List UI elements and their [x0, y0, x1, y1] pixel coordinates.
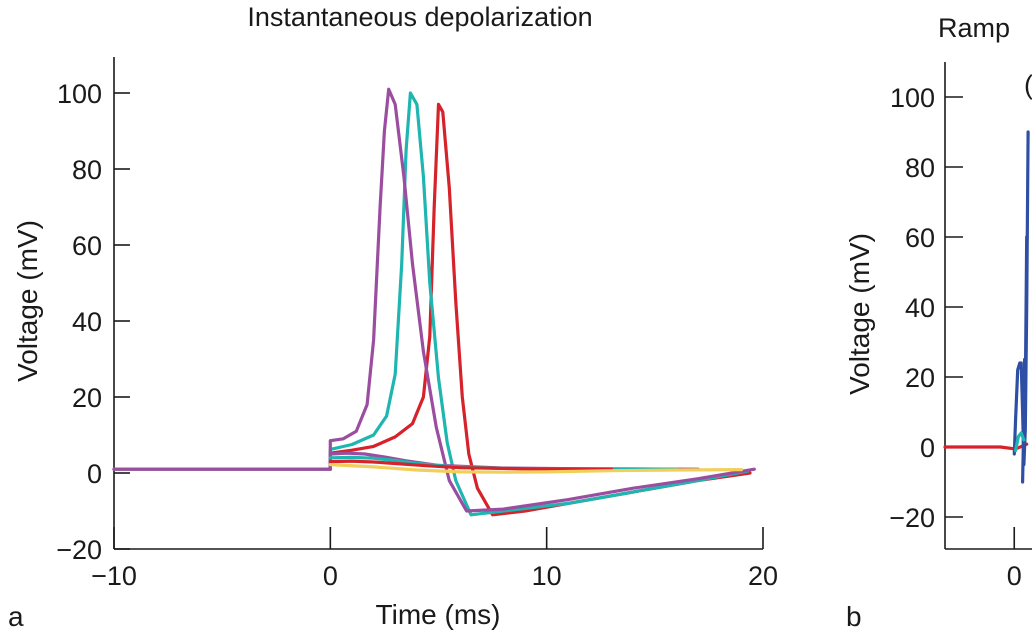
panel-b-series-line-3 [1021, 235, 1029, 484]
panel-a-series-line-6 [328, 459, 614, 471]
panel-b-y-tick-label: −20 [889, 503, 935, 533]
panel-a-y-tick-label: 100 [57, 79, 102, 109]
panel-a-y-tick-label: 40 [72, 307, 102, 337]
panel-a-x-tick-label: 0 [323, 561, 338, 591]
panel-a-series-line-7 [328, 463, 743, 474]
panel-a-y-tick-label: 80 [72, 155, 102, 185]
panel-a-x-tick-label: 20 [748, 561, 778, 591]
panel-a-y-axis-label: Voltage (mV) [12, 220, 43, 382]
panel-a-x-axis-label: Time (ms) [376, 599, 501, 630]
panel-b-y-tick-label: 100 [890, 83, 935, 113]
panel-b-plot: −20 0 20 40 60 80 100 0 [889, 62, 1032, 591]
panel-a-y-tick-label: 60 [72, 231, 102, 261]
panel-b-y-tick-label: 40 [905, 293, 935, 323]
panel-b-y-axis-label: Voltage (mV) [844, 233, 875, 395]
panel-a-title: Instantaneous depolarization [247, 2, 592, 32]
panel-b-series-line-4 [1014, 431, 1026, 453]
panel-a-x-tick-label: −10 [91, 561, 137, 591]
panel-b-x-tick-label: 0 [1007, 561, 1022, 591]
panel-a-y-tick-label: 0 [87, 459, 102, 489]
panel-b-partial-annotation: ( [1024, 70, 1032, 100]
panel-a-plot: −20 0 20 40 60 80 100 −10 0 10 20 [56, 57, 778, 591]
panel-a-y-tick-label: −20 [56, 535, 102, 565]
panel-a-series-line-2 [112, 91, 750, 517]
panel-b-letter: b [846, 601, 862, 632]
panel-b-y-tick-label: 20 [905, 363, 935, 393]
panel-b-y-tick-label: 80 [905, 153, 935, 183]
panel-b-title: Ramp [938, 13, 1010, 43]
panel-a-x-tick-label: 10 [532, 561, 562, 591]
panel-a-series-line-3 [112, 87, 756, 513]
panel-b-y-tick-label: 0 [920, 433, 935, 463]
panel-a-y-tick-label: 20 [72, 383, 102, 413]
panel-b-y-tick-label: 60 [905, 223, 935, 253]
panel-a-letter: a [8, 601, 24, 632]
